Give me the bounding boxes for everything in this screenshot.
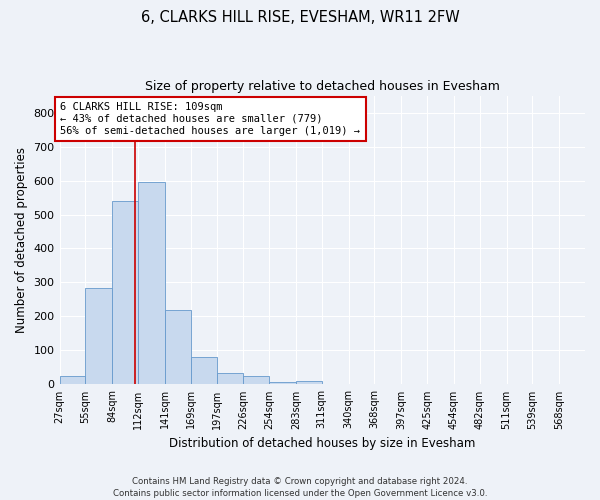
Bar <box>296 381 322 384</box>
Bar <box>138 182 165 384</box>
Text: Contains HM Land Registry data © Crown copyright and database right 2024.
Contai: Contains HM Land Registry data © Crown c… <box>113 476 487 498</box>
Bar <box>112 201 138 384</box>
Text: 6 CLARKS HILL RISE: 109sqm
← 43% of detached houses are smaller (779)
56% of sem: 6 CLARKS HILL RISE: 109sqm ← 43% of deta… <box>61 102 361 136</box>
Bar <box>244 376 269 384</box>
Text: 6, CLARKS HILL RISE, EVESHAM, WR11 2FW: 6, CLARKS HILL RISE, EVESHAM, WR11 2FW <box>140 10 460 25</box>
Y-axis label: Number of detached properties: Number of detached properties <box>15 147 28 333</box>
Bar <box>165 310 191 384</box>
X-axis label: Distribution of detached houses by size in Evesham: Distribution of detached houses by size … <box>169 437 475 450</box>
Bar <box>191 357 217 384</box>
Bar <box>59 376 85 384</box>
Bar <box>269 382 296 384</box>
Bar <box>217 372 244 384</box>
Bar <box>85 288 112 384</box>
Title: Size of property relative to detached houses in Evesham: Size of property relative to detached ho… <box>145 80 500 93</box>
